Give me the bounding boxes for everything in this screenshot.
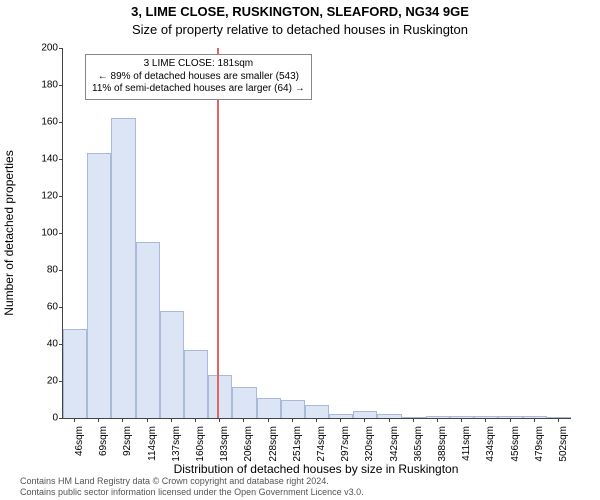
chart-subtitle: Size of property relative to detached ho… [0, 22, 600, 37]
histogram-bar [329, 414, 353, 418]
histogram-bar [426, 416, 450, 418]
chart-container: { "title": "3, LIME CLOSE, RUSKINGTON, S… [0, 0, 600, 500]
histogram-bar [232, 387, 256, 418]
x-tick-mark [364, 418, 365, 422]
marker-line [217, 48, 219, 418]
x-tick-mark [219, 418, 220, 422]
x-tick-mark [413, 418, 414, 422]
annotation-line1: 3 LIME CLOSE: 181sqm [92, 58, 305, 71]
y-tick-label: 20 [28, 376, 58, 387]
histogram-bar [208, 375, 232, 418]
x-tick-mark [122, 418, 123, 422]
y-tick-label: 40 [28, 339, 58, 350]
y-tick-label: 80 [28, 265, 58, 276]
y-tick-label: 140 [28, 154, 58, 165]
credits-line2: Contains public sector information licen… [20, 487, 364, 498]
histogram-bar [136, 242, 160, 418]
chart-title: 3, LIME CLOSE, RUSKINGTON, SLEAFORD, NG3… [0, 4, 600, 19]
y-tick-mark [59, 344, 63, 345]
y-tick-mark [59, 122, 63, 123]
y-tick-mark [59, 48, 63, 49]
y-tick-label: 120 [28, 191, 58, 202]
x-tick-mark [268, 418, 269, 422]
histogram-bar [87, 153, 111, 418]
histogram-bar [523, 416, 547, 418]
x-tick-mark [389, 418, 390, 422]
histogram-bar [111, 118, 135, 418]
plot-area [62, 48, 571, 419]
y-tick-label: 160 [28, 117, 58, 128]
y-tick-mark [59, 307, 63, 308]
y-tick-label: 100 [28, 228, 58, 239]
y-tick-label: 60 [28, 302, 58, 313]
y-tick-mark [59, 85, 63, 86]
histogram-bar [402, 417, 426, 418]
histogram-bar [547, 417, 571, 418]
histogram-bar [474, 416, 498, 418]
histogram-bar [63, 329, 87, 418]
histogram-bar [184, 350, 208, 418]
x-tick-mark [340, 418, 341, 422]
histogram-bar [305, 405, 329, 418]
x-tick-mark [195, 418, 196, 422]
histogram-bar [281, 400, 305, 419]
x-tick-mark [98, 418, 99, 422]
x-tick-mark [437, 418, 438, 422]
histogram-bar [450, 416, 474, 418]
y-tick-label: 200 [28, 43, 58, 54]
annotation-line2: ← 89% of detached houses are smaller (54… [92, 71, 305, 84]
x-tick-mark [485, 418, 486, 422]
histogram-bar [257, 398, 281, 418]
histogram-bar [377, 414, 401, 418]
histogram-bar [498, 416, 522, 418]
y-tick-mark [59, 418, 63, 419]
x-tick-mark [534, 418, 535, 422]
x-tick-mark [243, 418, 244, 422]
y-tick-label: 180 [28, 80, 58, 91]
histogram-bar [160, 311, 184, 418]
x-tick-mark [171, 418, 172, 422]
y-tick-mark [59, 159, 63, 160]
annotation-box: 3 LIME CLOSE: 181sqm ← 89% of detached h… [85, 54, 312, 100]
y-tick-mark [59, 196, 63, 197]
credits: Contains HM Land Registry data © Crown c… [20, 476, 364, 498]
y-tick-mark [59, 233, 63, 234]
x-tick-mark [147, 418, 148, 422]
x-tick-mark [292, 418, 293, 422]
y-tick-mark [59, 381, 63, 382]
x-tick-mark [461, 418, 462, 422]
x-axis-label: Distribution of detached houses by size … [62, 462, 570, 476]
x-tick-mark [558, 418, 559, 422]
y-tick-label: 0 [28, 413, 58, 424]
credits-line1: Contains HM Land Registry data © Crown c… [20, 476, 364, 487]
annotation-line3: 11% of semi-detached houses are larger (… [92, 83, 305, 96]
y-tick-mark [59, 270, 63, 271]
x-tick-mark [74, 418, 75, 422]
y-axis-label: Number of detached properties [2, 48, 16, 418]
x-tick-mark [316, 418, 317, 422]
x-tick-mark [510, 418, 511, 422]
histogram-bar [353, 411, 377, 418]
